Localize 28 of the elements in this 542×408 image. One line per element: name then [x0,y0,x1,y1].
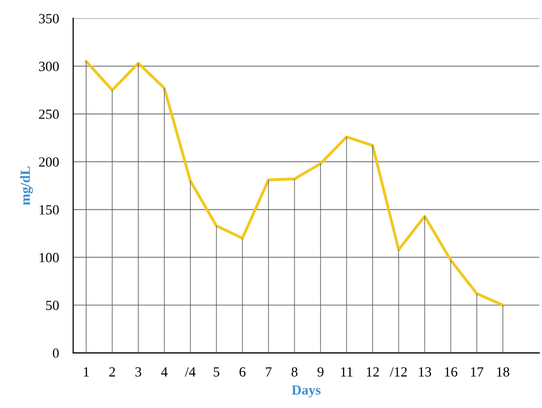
x-tick-label: 9 [318,367,324,377]
y-tick-label: 0 [52,348,59,358]
y-tick-label: 350 [39,14,59,24]
y-tick-label: 100 [40,252,59,262]
x-tick-label: 11 [341,367,352,376]
x-tick-label: 5 [214,367,220,377]
x-tick-label: 7 [266,367,272,376]
y-tick-label: 250 [39,110,59,119]
x-tick-label: /4 [184,367,196,377]
x-tick-label: 4 [161,367,168,376]
x-axis-title: Days [292,385,321,398]
y-tick-label: 300 [39,62,59,72]
x-tick-label: 17 [471,367,484,376]
x-tick-label: /12 [390,367,407,377]
y-tick-label: 50 [46,300,59,310]
x-tick-label: 18 [497,367,510,377]
x-tick-label: 12 [366,367,379,376]
y-tick-label: 200 [39,157,59,167]
x-tick-label: 6 [240,367,246,377]
x-tick-label: 3 [135,367,142,377]
x-tick-label: 1 [84,367,89,376]
y-tick-label: 150 [40,205,59,214]
x-tick-label: 16 [445,367,458,377]
y-axis-title: mg/dL [20,166,33,205]
x-tick-label: 13 [418,367,432,377]
x-tick-label: 2 [109,367,115,376]
line-series [84,60,504,307]
x-tick-label: 8 [292,367,298,377]
